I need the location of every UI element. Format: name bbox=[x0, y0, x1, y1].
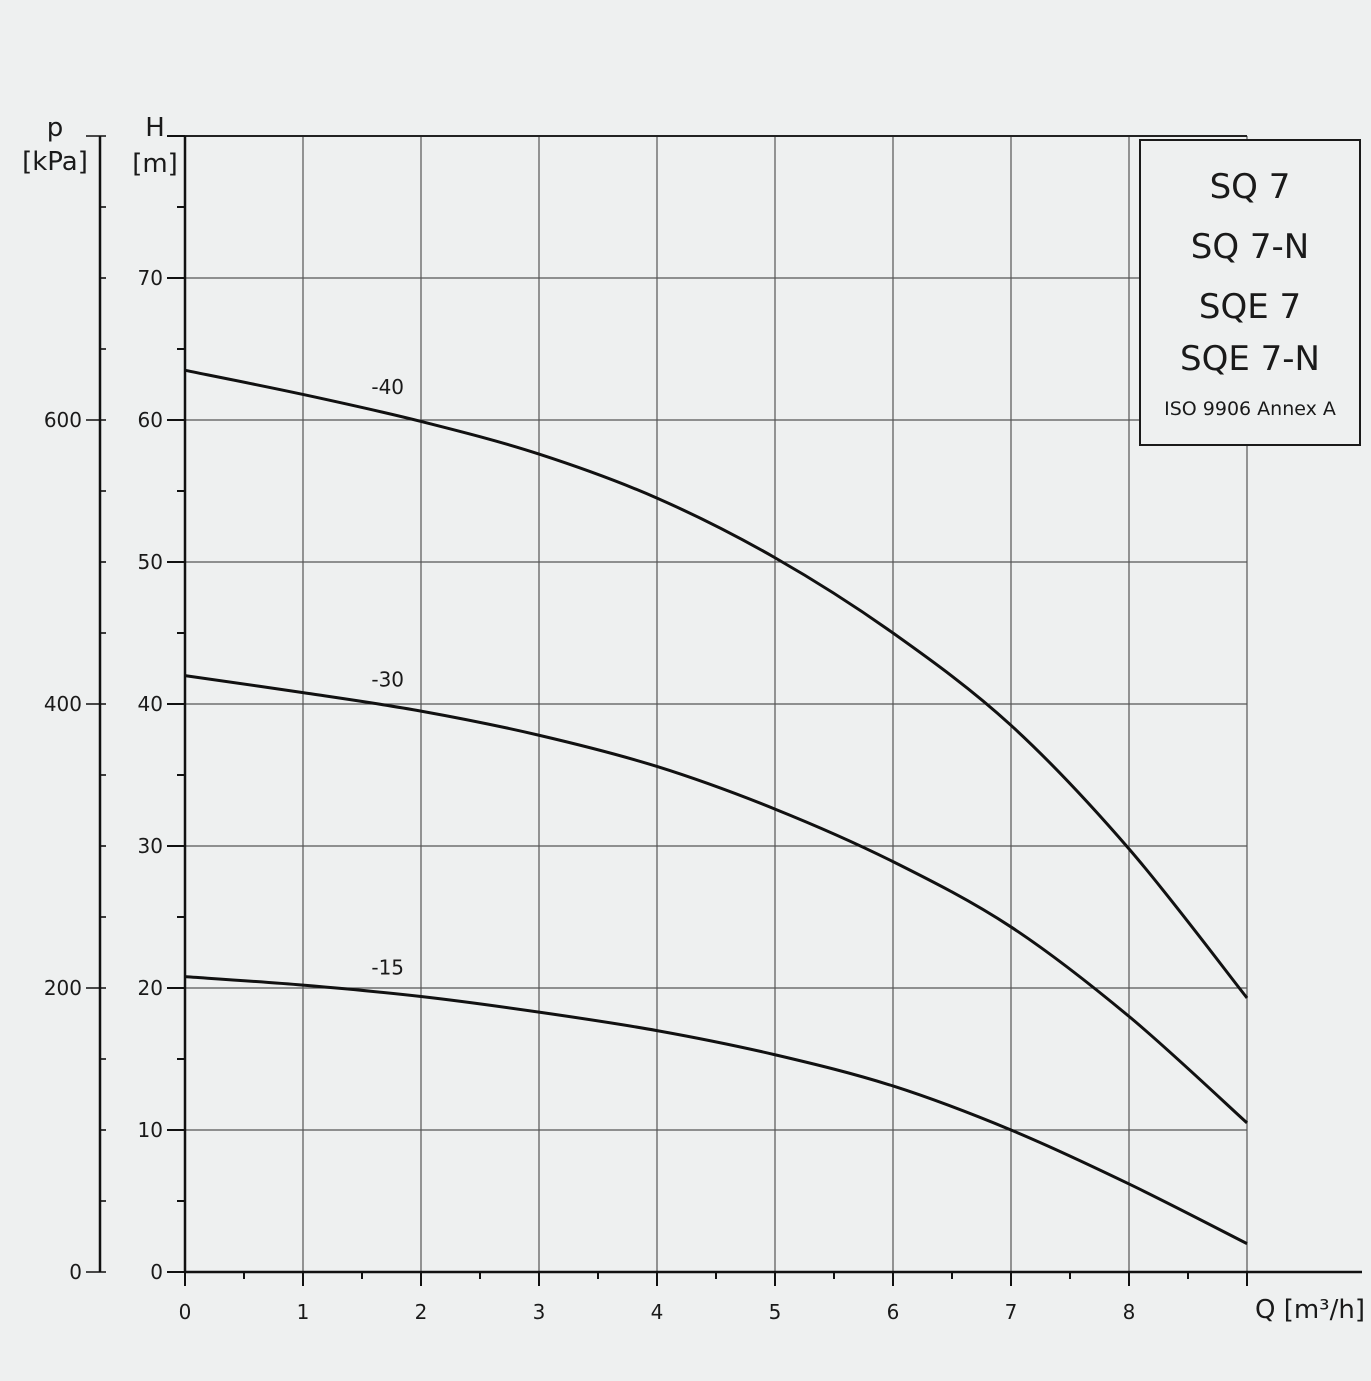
q-tick-label-2: 2 bbox=[415, 1300, 428, 1324]
legend-model-1: SQ 7 bbox=[1210, 167, 1291, 207]
curve-label--15: -15 bbox=[371, 956, 404, 980]
q-tick-label-8: 8 bbox=[1123, 1300, 1136, 1324]
h-axis-unit: [m] bbox=[132, 149, 178, 179]
legend-model-4: SQE 7-N bbox=[1180, 339, 1320, 379]
p-tick-label-400: 400 bbox=[44, 692, 82, 716]
series-layer: -40 -30 -15 bbox=[184, 368, 1249, 1245]
h-tick-label-20: 20 bbox=[138, 976, 163, 1000]
h-tick-label-50: 50 bbox=[138, 550, 163, 574]
legend-box: SQ 7 SQ 7-N SQE 7 SQE 7-N ISO 9906 Annex… bbox=[1139, 139, 1361, 446]
h-tick-label-30: 30 bbox=[138, 834, 163, 858]
h-tick-label-60: 60 bbox=[138, 408, 163, 432]
p-axis-unit: [kPa] bbox=[22, 147, 88, 177]
q-tick-label-3: 3 bbox=[533, 1300, 546, 1324]
p-tick-label-200: 200 bbox=[44, 976, 82, 1000]
p-tick-label-600: 600 bbox=[44, 408, 82, 432]
grid-layer bbox=[185, 135, 1248, 1272]
legend-model-3: SQE 7 bbox=[1199, 287, 1301, 327]
q-tick-label-1: 1 bbox=[297, 1300, 310, 1324]
curve--15 bbox=[184, 975, 1248, 1245]
curve-label--30: -30 bbox=[371, 668, 404, 692]
h-axis-symbol: H bbox=[145, 113, 165, 143]
legend-model-2: SQ 7-N bbox=[1191, 227, 1310, 267]
h-tick-label-10: 10 bbox=[138, 1118, 163, 1142]
q-axis-label: Q [m³/h] bbox=[1255, 1295, 1365, 1325]
q-tick-label-5: 5 bbox=[769, 1300, 782, 1324]
legend-frame bbox=[1139, 139, 1361, 446]
q-tick-label-7: 7 bbox=[1005, 1300, 1018, 1324]
p-axis-symbol: p bbox=[47, 113, 64, 143]
axes-layer: 0 10 20 30 40 50 60 70 0 200 400 600 0 1 2 3 4 5 6 7 8 bbox=[44, 135, 1362, 1324]
h-tick-label-40: 40 bbox=[138, 692, 163, 716]
curve--40 bbox=[184, 368, 1249, 999]
q-tick-label-0: 0 bbox=[179, 1300, 192, 1324]
curve-label--40: -40 bbox=[371, 375, 404, 399]
p-tick-label-0: 0 bbox=[69, 1260, 82, 1284]
h-tick-label-0: 0 bbox=[150, 1260, 163, 1284]
h-tick-label-70: 70 bbox=[138, 266, 163, 290]
legend-standard: ISO 9906 Annex A bbox=[1164, 398, 1336, 420]
q-tick-label-4: 4 bbox=[651, 1300, 664, 1324]
curve--30 bbox=[184, 674, 1249, 1125]
q-tick-label-6: 6 bbox=[887, 1300, 900, 1324]
